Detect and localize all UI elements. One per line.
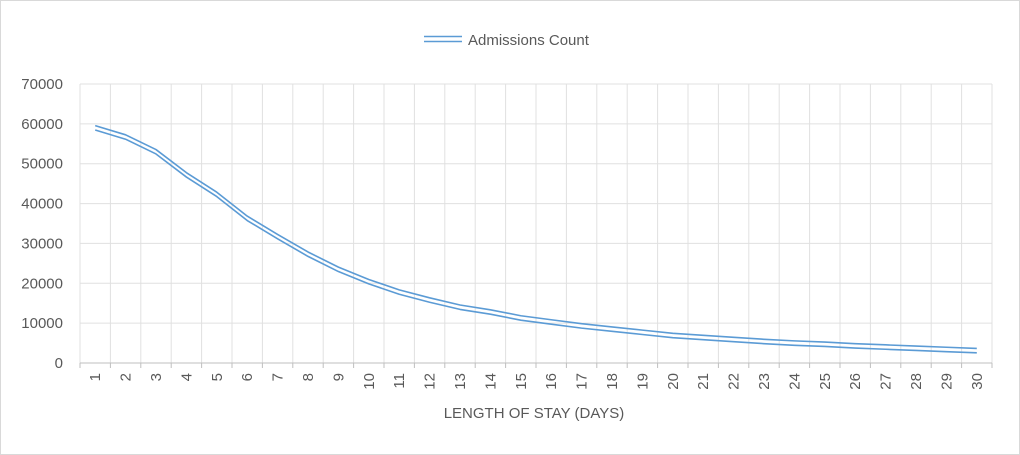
x-axis-tick-labels: 1 2 3 4 5 6 7 8 9 10 11 12 13 14 15 16 17 18 19 20 21 22 23 24 2… (87, 373, 986, 390)
y-axis-tick-labels: 0 10000 20000 30000 40000 50000 60000 70000 (21, 76, 63, 372)
x-tick-label: 26 (847, 373, 864, 390)
y-tick-label: 10000 (21, 315, 63, 332)
y-tick-label: 20000 (21, 275, 63, 292)
x-tick-label: 27 (878, 373, 895, 390)
x-tick-label: 12 (422, 373, 439, 390)
x-tick-label: 5 (209, 373, 226, 381)
x-tick-label: 11 (391, 373, 408, 389)
x-axis-title: LENGTH OF STAY (DAYS) (444, 405, 625, 422)
x-tick-label: 3 (148, 373, 165, 381)
x-tick-label: 6 (239, 373, 256, 381)
x-tick-label: 4 (178, 373, 195, 381)
y-tick-label: 60000 (21, 116, 63, 133)
x-tick-label: 2 (118, 373, 135, 381)
x-tick-label: 15 (513, 373, 530, 390)
x-tick-label: 13 (452, 373, 469, 390)
x-tick-label: 14 (482, 373, 499, 390)
x-tick-label: 20 (665, 373, 682, 390)
y-tick-label: 0 (55, 355, 63, 372)
x-tick-label: 8 (300, 373, 317, 381)
x-tick-label: 10 (361, 373, 378, 390)
x-tick-label: 9 (330, 373, 347, 381)
x-tick-label: 19 (634, 373, 651, 390)
x-tick-label: 1 (87, 373, 104, 381)
x-tick-label: 23 (756, 373, 773, 390)
y-tick-label: 70000 (21, 76, 63, 93)
x-tick-label: 30 (969, 373, 986, 390)
x-tick-label: 21 (695, 373, 712, 390)
x-tick-label: 22 (726, 373, 743, 390)
y-tick-label: 30000 (21, 235, 63, 252)
series-line-upper (94, 124, 977, 350)
x-axis (79, 362, 993, 368)
x-tick-label: 18 (604, 373, 621, 390)
y-tick-label: 50000 (21, 156, 63, 173)
x-tick-label: 17 (574, 373, 591, 390)
x-tick-label: 25 (817, 373, 834, 390)
series-lines (94, 124, 977, 354)
legend-label: Admissions Count (468, 32, 590, 49)
y-tick-label: 40000 (21, 196, 63, 213)
x-tick-label: 7 (270, 373, 287, 381)
series-line-lower (94, 129, 977, 354)
legend: Admissions Count (424, 32, 590, 49)
x-tick-label: 16 (543, 373, 560, 390)
x-tick-label: 29 (938, 373, 955, 390)
x-tick-label: 24 (786, 373, 803, 390)
x-tick-label: 28 (908, 373, 925, 390)
gridlines (79, 83, 993, 363)
